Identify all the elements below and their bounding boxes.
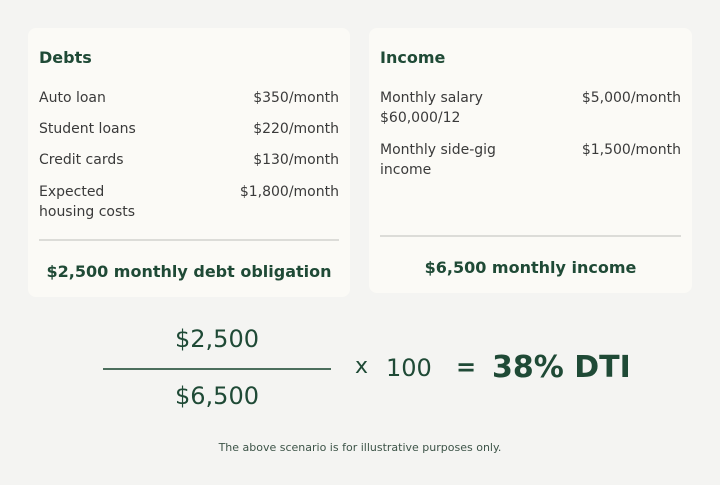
denominator: $6,500: [175, 382, 259, 410]
equals-sign: =: [456, 353, 477, 381]
debts-title: Debts: [39, 48, 92, 67]
debts-card: Debts Auto loan $350/month Student loans…: [28, 28, 350, 297]
debt-label: Auto loan: [39, 90, 106, 106]
footnote: The above scenario is for illustrative p…: [218, 441, 502, 454]
debt-value: $130/month: [253, 152, 339, 168]
income-value: $1,500/month: [581, 142, 681, 158]
income-value: $5,000/month: [581, 90, 681, 106]
divider: [39, 239, 339, 241]
times-sign: x: [355, 354, 369, 379]
debt-label: Student loans: [39, 121, 136, 137]
numerator: $2,500: [175, 325, 259, 353]
debt-label: Expected housing costs: [39, 184, 136, 220]
divider: [380, 235, 681, 237]
debt-value: $220/month: [253, 121, 339, 137]
dti-result: 38% DTI: [492, 350, 631, 385]
debt-label: Credit cards: [39, 152, 124, 168]
multiplier: 100: [386, 354, 432, 382]
debt-value: $1,800/month: [239, 184, 339, 200]
income-card: Income Monthly salary $60,000/12 $5,000/…: [369, 28, 692, 293]
income-label: Monthly side-gig income: [380, 142, 496, 178]
debt-value: $350/month: [253, 90, 339, 106]
income-label: Monthly salary $60,000/12: [380, 90, 483, 126]
income-total: $6,500 monthly income: [424, 258, 637, 277]
fraction-line: [103, 368, 331, 370]
debts-total: $2,500 monthly debt obligation: [46, 262, 332, 281]
income-title: Income: [380, 48, 446, 67]
